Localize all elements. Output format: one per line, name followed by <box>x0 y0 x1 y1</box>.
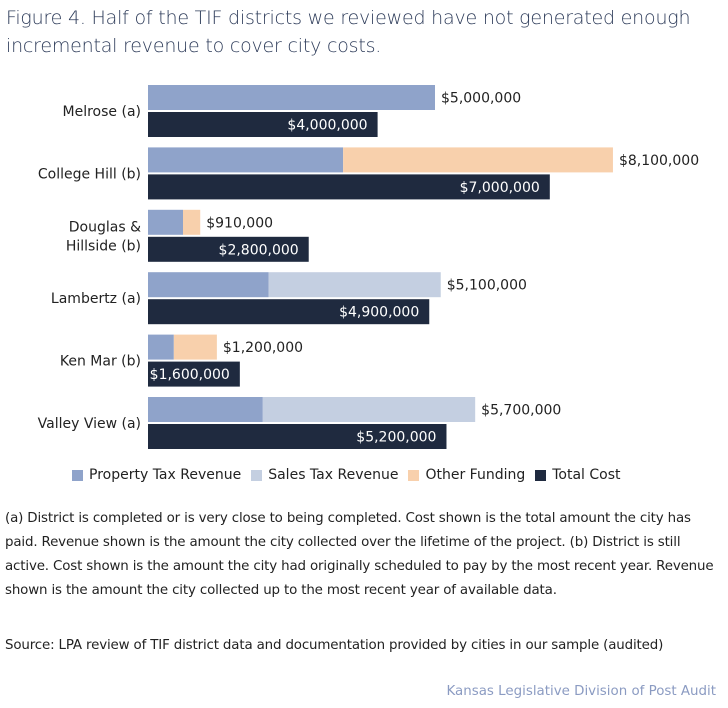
bar-property-tax <box>148 334 174 360</box>
bar-property-tax <box>148 209 184 235</box>
category-label: Lambertz (a) <box>51 291 141 307</box>
source-note: Source: LPA review of TIF district data … <box>5 638 664 653</box>
revenue-data-label: $8,100,000 <box>619 153 699 169</box>
cost-data-label: $5,200,000 <box>356 430 436 446</box>
legend-item-property-tax: Property Tax Revenue <box>72 467 241 483</box>
legend-swatch-property-tax <box>72 469 83 481</box>
legend-label: Other Funding <box>425 467 526 483</box>
legend-swatch-other-funding <box>408 469 420 481</box>
bar-sales-tax <box>262 397 476 422</box>
bar-property-tax <box>148 147 344 173</box>
bar-total-cost <box>148 112 378 137</box>
category-label: Hillside (b) <box>66 238 141 254</box>
revenue-data-label: $5,700,000 <box>481 403 561 419</box>
revenue-data-label: $5,000,000 <box>441 91 521 107</box>
bar-other-funding <box>343 147 613 173</box>
bar-total-cost <box>148 174 550 200</box>
cost-data-label: $2,800,000 <box>219 242 299 258</box>
cost-data-label: $4,900,000 <box>339 305 419 321</box>
legend-swatch-total-cost <box>535 469 547 481</box>
legend-item-other-funding: Other Funding <box>408 467 525 483</box>
category-label: Valley View (a) <box>38 416 141 432</box>
legend-label: Sales Tax Revenue <box>268 467 399 483</box>
legend-swatch-sales-tax <box>251 469 263 481</box>
bar-property-tax <box>148 397 263 422</box>
bar-total-cost <box>148 361 240 387</box>
footnotes: (a) District is completed or is very clo… <box>5 511 714 598</box>
revenue-data-label: $5,100,000 <box>447 278 527 294</box>
category-label: Douglas & <box>69 219 141 235</box>
category-label: College Hill (b) <box>38 166 141 182</box>
bar-other-funding <box>183 209 201 235</box>
cost-data-label: $4,000,000 <box>287 118 367 134</box>
bar-property-tax <box>148 85 435 110</box>
legend-label: Property Tax Revenue <box>89 467 242 483</box>
legend-item-total-cost: Total Cost <box>535 467 621 483</box>
bar-property-tax <box>148 272 269 298</box>
bar-total-cost <box>148 424 447 449</box>
bar-other-funding <box>173 334 217 360</box>
bar-total-cost <box>148 236 309 262</box>
cost-data-label: $1,600,000 <box>150 367 230 383</box>
category-label: Melrose (a) <box>63 104 141 120</box>
legend-label: Total Cost <box>552 467 621 483</box>
category-label: Ken Mar (b) <box>60 354 141 370</box>
credit-line: Kansas Legislative Division of Post Audi… <box>446 684 717 699</box>
legend-item-sales-tax: Sales Tax Revenue <box>251 467 398 483</box>
bar-total-cost <box>148 299 430 325</box>
revenue-data-label: $910,000 <box>206 215 273 231</box>
bar-sales-tax <box>268 272 441 298</box>
bar-chart: $5,000,000 $4,000,000 Melrose (a) $8,100,00… <box>38 85 699 449</box>
revenue-data-label: $1,200,000 <box>223 340 303 356</box>
chart-title: Figure 4. Half of the TIF districts we r… <box>6 7 691 57</box>
legend: Property Tax Revenue Sales Tax Revenue O… <box>72 467 621 483</box>
cost-data-label: $7,000,000 <box>460 180 540 196</box>
